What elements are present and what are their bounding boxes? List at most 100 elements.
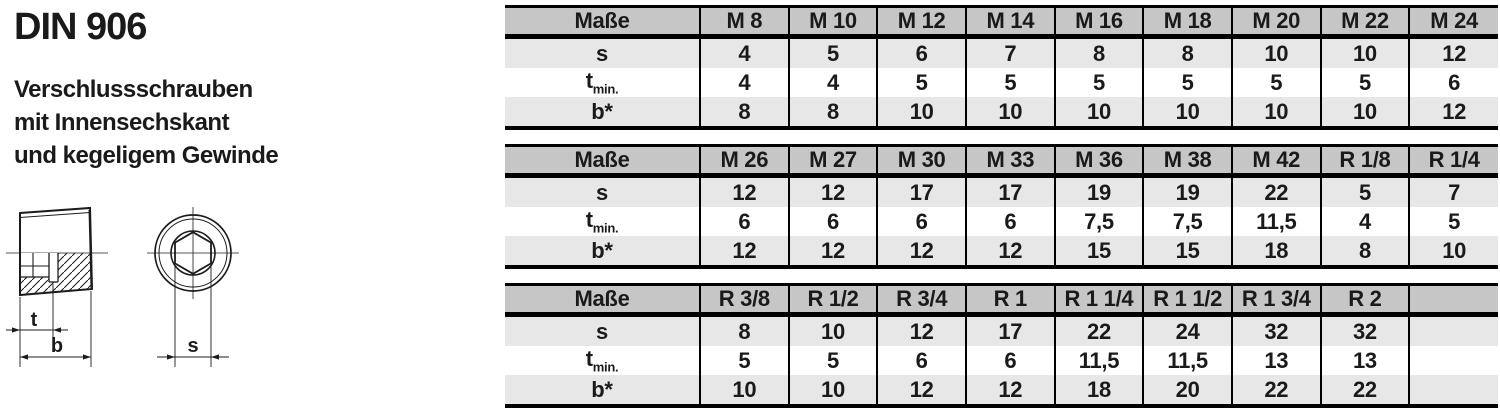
table-cell: 5 — [699, 346, 789, 375]
table-cell: 10 — [1319, 97, 1410, 130]
table-cell: 8 — [787, 97, 878, 130]
table-cell: 19 — [1142, 175, 1232, 207]
table-cell: 10 — [699, 375, 789, 408]
table-row: tmin. 4 4 5 5 5 5 5 5 6 — [505, 68, 1498, 97]
side-view-dimensions: t b — [6, 284, 92, 367]
column-header: M 12 — [876, 5, 966, 39]
subtitle-line: Verschlussschrauben — [14, 76, 253, 103]
table-cell: 12 — [1408, 97, 1498, 130]
column-header: R 1 1/2 — [1142, 283, 1232, 317]
table-row: s 4 5 6 7 8 8 10 10 12 — [505, 36, 1498, 68]
column-header: M 42 — [1230, 144, 1321, 178]
table-cell: 6 — [699, 207, 789, 236]
table-row: b* 8 8 10 10 10 10 10 10 12 — [505, 97, 1498, 130]
column-header: R 1 — [964, 283, 1055, 317]
column-header: M 10 — [787, 5, 878, 39]
row-label: s — [505, 36, 700, 68]
table-cell: 6 — [876, 346, 966, 375]
column-header: R 1 1/4 — [1053, 283, 1144, 317]
table-cell: 10 — [964, 97, 1055, 130]
table-cell: 32 — [1319, 314, 1410, 346]
row-label: tmin. — [505, 68, 700, 97]
row-label: tmin. — [505, 207, 700, 236]
table-cell: 22 — [1230, 175, 1321, 207]
table-cell: 32 — [1230, 314, 1321, 346]
table-cell: 7 — [1408, 175, 1498, 207]
table-row: b* 10 10 12 12 18 20 22 22 — [505, 375, 1498, 408]
table-row: b* 12 12 12 12 15 15 18 8 10 — [505, 236, 1498, 269]
table-cell: 5 — [1319, 68, 1410, 97]
table-cell: 12 — [699, 236, 789, 269]
table-cell — [1408, 346, 1498, 375]
table-cell: 19 — [1053, 175, 1144, 207]
table-cell: 7,5 — [1142, 207, 1232, 236]
table-cell: 18 — [1230, 236, 1321, 269]
column-header: M 18 — [1142, 5, 1232, 39]
table-cell: 11,5 — [1230, 207, 1321, 236]
title-block: DIN 906 Verschlussschrauben mit Innensec… — [14, 0, 494, 172]
table-cell: 10 — [1408, 236, 1498, 269]
subtitle-line: mit Innensechskant — [14, 109, 230, 136]
column-header: M 8 — [699, 5, 789, 39]
row-label: tmin. — [505, 346, 700, 375]
row-label: s — [505, 314, 700, 346]
table-row: tmin. 6 6 6 6 7,5 7,5 11,5 4 5 — [505, 207, 1498, 236]
column-header: R 3/8 — [699, 283, 789, 317]
table-cell: 10 — [787, 375, 878, 408]
column-header: R 1/2 — [787, 283, 878, 317]
column-header: M 20 — [1230, 5, 1321, 39]
table-cell: 17 — [964, 314, 1055, 346]
table-cell: 5 — [1408, 207, 1498, 236]
table-cell: 22 — [1319, 375, 1410, 408]
table-cell: 4 — [699, 36, 789, 68]
table-cell: 22 — [1053, 314, 1144, 346]
front-view-dimensions: s — [157, 266, 229, 367]
table-cell: 17 — [964, 175, 1055, 207]
table-cell: 6 — [787, 207, 878, 236]
front-view-drawing — [147, 207, 239, 299]
table-cell: 12 — [876, 314, 966, 346]
column-header: R 1/4 — [1408, 144, 1498, 178]
column-header: M 30 — [876, 144, 966, 178]
table-cell: 5 — [1053, 68, 1144, 97]
page-title: DIN 906 — [14, 6, 147, 48]
column-header: M 26 — [699, 144, 789, 178]
table-cell: 5 — [876, 68, 966, 97]
table-cell: 17 — [876, 175, 966, 207]
row-label: b* — [505, 375, 700, 408]
column-header: M 16 — [1053, 5, 1144, 39]
table-cell: 12 — [699, 175, 789, 207]
table-cell: 13 — [1230, 346, 1321, 375]
table-cell: 6 — [964, 207, 1055, 236]
dimension-label-b: b — [51, 335, 63, 357]
table-cell: 5 — [964, 68, 1055, 97]
table-cell: 11,5 — [1053, 346, 1144, 375]
column-header — [1408, 283, 1498, 317]
table-row: tmin. 5 5 6 6 11,5 11,5 13 13 — [505, 346, 1498, 375]
table-cell: 13 — [1319, 346, 1410, 375]
table-cell: 6 — [876, 207, 966, 236]
table-cell: 12 — [787, 236, 878, 269]
table-cell: 8 — [699, 97, 789, 130]
table-cell: 20 — [1142, 375, 1232, 408]
column-header: M 38 — [1142, 144, 1232, 178]
table-cell: 7,5 — [1053, 207, 1144, 236]
row-label: s — [505, 175, 700, 207]
table-cell: 8 — [1319, 236, 1410, 269]
column-header: M 33 — [964, 144, 1055, 178]
table-cell: 12 — [876, 236, 966, 269]
dimension-label-t: t — [31, 309, 38, 331]
table-cell: 4 — [787, 68, 878, 97]
table-cell: 7 — [964, 36, 1055, 68]
table-cell: 5 — [1230, 68, 1321, 97]
row-label: b* — [505, 97, 700, 130]
table-row: s 12 12 17 17 19 19 22 5 7 — [505, 175, 1498, 207]
table-cell: 5 — [1142, 68, 1232, 97]
table-corner-label: Maße — [505, 144, 700, 178]
column-header: M 14 — [964, 5, 1055, 39]
table-cell: 24 — [1142, 314, 1232, 346]
table-cell: 10 — [1319, 36, 1410, 68]
